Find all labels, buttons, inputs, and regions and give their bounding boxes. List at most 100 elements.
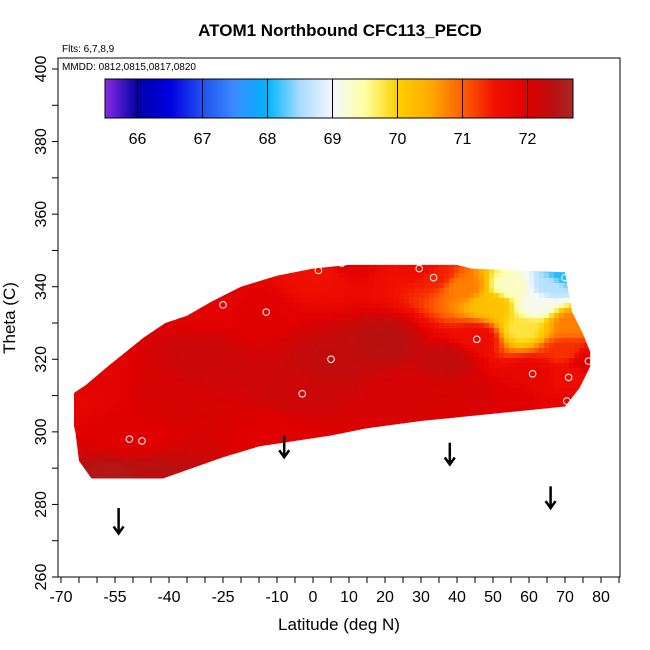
- heatmap-cell: [564, 293, 570, 299]
- heatmap-cell: [234, 443, 240, 449]
- heatmap-cell: [124, 368, 130, 374]
- heatmap-cell: [249, 403, 255, 409]
- flight-arrow: [112, 508, 125, 536]
- heatmap-cell: [284, 368, 290, 374]
- heatmap-cell: [274, 343, 280, 349]
- heatmap-cell: [509, 288, 515, 294]
- heatmap-cell: [159, 373, 165, 379]
- sample-point: [66, 395, 74, 404]
- heatmap-cell: [314, 403, 320, 409]
- heatmap-cell: [534, 288, 540, 294]
- heatmap-cell: [319, 328, 325, 334]
- heatmap-cell: [174, 378, 180, 384]
- heatmap-cell: [359, 368, 365, 374]
- heatmap-cell: [94, 403, 100, 409]
- heatmap-cell: [364, 298, 370, 304]
- heatmap-cell: [274, 313, 280, 319]
- heatmap-cell: [144, 428, 150, 434]
- heatmap-cell: [259, 313, 265, 319]
- heatmap-cell: [329, 348, 335, 354]
- heatmap-cell: [229, 413, 235, 419]
- heatmap-cell: [194, 413, 200, 419]
- heatmap-cell: [484, 373, 490, 379]
- heatmap-cell: [449, 333, 455, 339]
- heatmap-cell: [264, 353, 270, 359]
- heatmap-cell: [164, 323, 170, 329]
- heatmap-cell: [94, 423, 100, 429]
- heatmap-cell: [179, 438, 185, 444]
- heatmap-cell: [524, 323, 530, 329]
- heatmap-cell: [379, 298, 385, 304]
- heatmap-cell: [424, 328, 430, 334]
- heatmap-cell: [299, 293, 305, 299]
- heatmap-cell: [219, 323, 225, 329]
- heatmap-cell: [189, 408, 195, 414]
- heatmap-cell: [294, 393, 300, 399]
- heatmap-cell: [169, 388, 175, 394]
- heatmap-cell: [164, 378, 170, 384]
- heatmap-cell: [339, 338, 345, 344]
- heatmap-cell: [414, 288, 420, 294]
- heatmap-cell: [339, 348, 345, 354]
- heatmap-cell: [444, 353, 450, 359]
- heatmap-cell: [299, 303, 305, 309]
- heatmap-cell: [219, 388, 225, 394]
- heatmap-cell: [404, 343, 410, 349]
- heatmap-cell: [519, 273, 525, 279]
- heatmap-cell: [429, 308, 435, 314]
- heatmap-cell: [494, 343, 500, 349]
- heatmap-cell: [254, 343, 260, 349]
- heatmap-cell: [329, 428, 335, 434]
- heatmap-cell: [469, 338, 475, 344]
- heatmap-cell: [124, 358, 130, 364]
- heatmap-cell: [514, 383, 520, 389]
- heatmap-cell: [359, 388, 365, 394]
- heatmap-cell: [354, 403, 360, 409]
- heatmap-cell: [559, 393, 565, 399]
- heatmap-cell: [559, 298, 565, 304]
- flight-arrow: [278, 435, 291, 460]
- heatmap-cell: [389, 303, 395, 309]
- heatmap-cell: [359, 338, 365, 344]
- heatmap-cell: [469, 363, 475, 369]
- heatmap-cell: [129, 463, 135, 469]
- heatmap-cell: [304, 318, 310, 324]
- heatmap-cell: [334, 358, 340, 364]
- heatmap-cell: [344, 358, 350, 364]
- heatmap-cell: [264, 433, 270, 439]
- heatmap-cell: [484, 408, 490, 414]
- heatmap-cell: [119, 463, 125, 469]
- heatmap-cell: [309, 303, 315, 309]
- heatmap-cell: [569, 388, 575, 394]
- heatmap-cell: [529, 373, 535, 379]
- heatmap-cell: [289, 363, 295, 369]
- heatmap-cell: [574, 348, 580, 354]
- heatmap-cell: [479, 338, 485, 344]
- heatmap-cell: [129, 368, 135, 374]
- heatmap-cell: [204, 383, 210, 389]
- heatmap-cell: [424, 278, 430, 284]
- heatmap-cell: [74, 398, 80, 404]
- heatmap-cell: [554, 338, 560, 344]
- heatmap-cell: [384, 413, 390, 419]
- heatmap-cell: [524, 278, 530, 284]
- heatmap-cell: [244, 373, 250, 379]
- heatmap-cell: [544, 338, 550, 344]
- heatmap-cell: [424, 283, 430, 289]
- heatmap-cell: [474, 273, 480, 279]
- heatmap-cell: [329, 378, 335, 384]
- heatmap-cell: [554, 363, 560, 369]
- heatmap-cell: [314, 268, 320, 274]
- heatmap-cell: [394, 323, 400, 329]
- heatmap-cell: [234, 318, 240, 324]
- heatmap-cell: [549, 303, 555, 309]
- heatmap-cell: [504, 378, 510, 384]
- heatmap-cell: [514, 303, 520, 309]
- y-tick-label: 260: [33, 564, 50, 591]
- heatmap-cell: [179, 343, 185, 349]
- heatmap-cell: [89, 453, 95, 459]
- heatmap-cell: [224, 413, 230, 419]
- heatmap-cell: [94, 453, 100, 459]
- heatmap-cell: [294, 348, 300, 354]
- heatmap-cell: [344, 383, 350, 389]
